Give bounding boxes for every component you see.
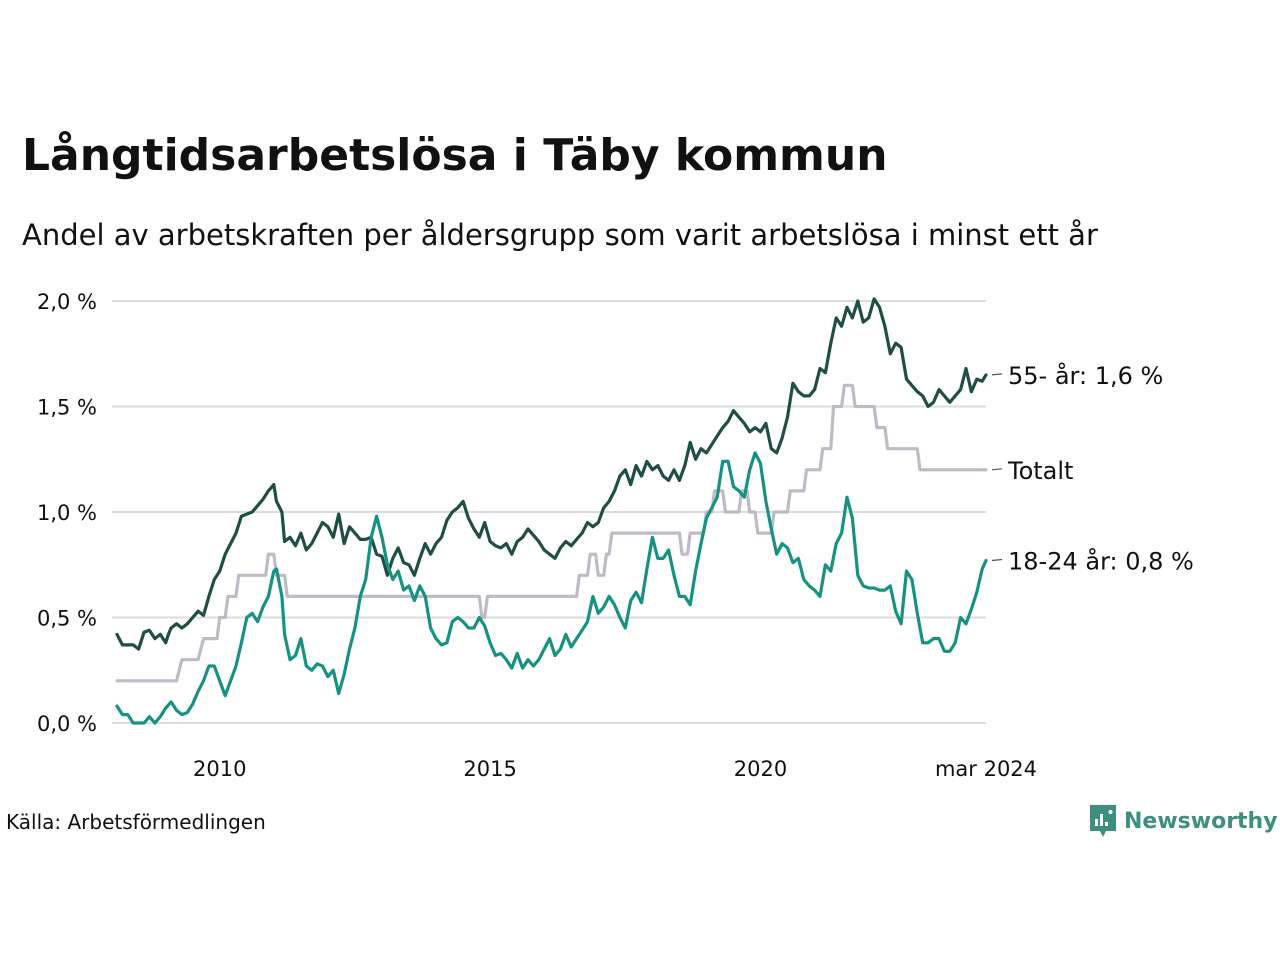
series-line-18-24-r xyxy=(115,451,988,725)
y-tick-label: 1,0 % xyxy=(37,501,97,525)
end-label-leader xyxy=(991,468,1003,471)
logo-text: Newsworthy xyxy=(1124,808,1278,834)
series-end-label: Totalt xyxy=(1007,457,1073,485)
chart-title: Långtidsarbetslösa i Täby kommun xyxy=(22,130,888,181)
x-tick-label: 2010 xyxy=(193,757,246,781)
newsworthy-logo: Newsworthy xyxy=(1088,803,1278,839)
series-line-55-r xyxy=(115,297,988,651)
x-tick-label: 2020 xyxy=(734,757,787,781)
y-axis-tick-labels: 0,0 % 0,5 % 1,0 % 1,5 % 2,0 % xyxy=(37,290,97,736)
series-end-label: 55- år: 1,6 % xyxy=(1008,361,1163,390)
bar-chart-bubble-icon xyxy=(1090,805,1116,837)
end-label-leader xyxy=(991,558,1003,562)
y-tick-label: 0,5 % xyxy=(37,607,97,631)
x-axis-tick-labels: 2010 2015 2020 mar 2024 xyxy=(193,757,1037,781)
series-end-labels: Totalt 55- år: 1,6 % 18-24 år: 0,8 % xyxy=(991,361,1194,576)
y-tick-label: 1,5 % xyxy=(37,396,97,420)
series-end-label: 18-24 år: 0,8 % xyxy=(1008,547,1194,576)
source-note: Källa: Arbetsförmedlingen xyxy=(6,810,266,834)
chart-subtitle: Andel av arbetskraften per åldersgrupp s… xyxy=(22,218,1098,252)
series-line-totalt xyxy=(115,383,988,683)
x-tick-label: 2015 xyxy=(463,757,516,781)
series-lines xyxy=(115,297,988,725)
x-tick-label: mar 2024 xyxy=(935,757,1037,781)
gridlines xyxy=(112,300,986,724)
end-label-leader xyxy=(991,373,1003,376)
y-tick-label: 0,0 % xyxy=(37,712,97,736)
y-tick-label: 2,0 % xyxy=(37,290,97,314)
